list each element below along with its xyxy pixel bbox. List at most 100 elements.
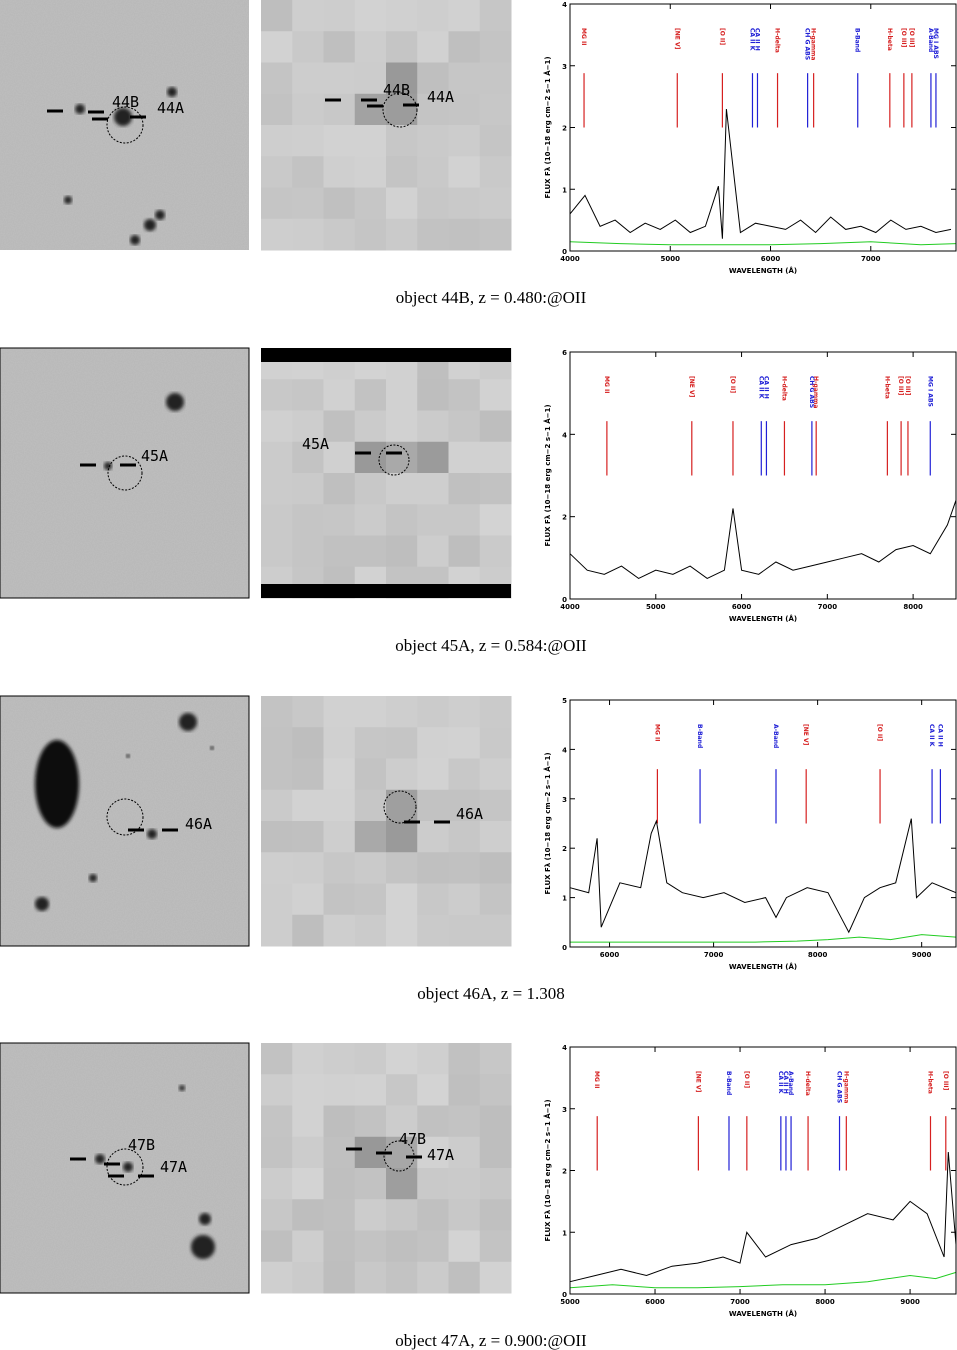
pixel bbox=[323, 218, 356, 251]
x-tick-label: 7000 bbox=[818, 603, 838, 611]
pixel bbox=[323, 696, 356, 728]
object-label: 44A bbox=[427, 88, 454, 106]
pixel bbox=[354, 727, 387, 759]
y-tick-label: 6 bbox=[562, 349, 567, 357]
pixel bbox=[417, 410, 449, 443]
caption: object 47A, z = 0.900:@OII bbox=[395, 1331, 587, 1350]
pixel bbox=[386, 727, 418, 759]
pixel bbox=[354, 535, 387, 568]
source bbox=[126, 754, 130, 758]
y-tick-label: 0 bbox=[562, 944, 567, 952]
pixel bbox=[417, 187, 449, 220]
pixel bbox=[354, 1168, 387, 1200]
y-tick-label: 3 bbox=[562, 796, 567, 804]
pixel bbox=[386, 914, 418, 947]
plot-frame bbox=[569, 1046, 957, 1295]
pixel bbox=[323, 1105, 356, 1138]
x-tick-label: 7000 bbox=[704, 951, 724, 959]
pixel bbox=[292, 821, 324, 853]
pixel bbox=[261, 93, 293, 126]
pixel bbox=[354, 31, 387, 63]
x-axis-label: WAVELENGTH (Å) bbox=[729, 962, 797, 971]
spectrum-line bbox=[569, 1271, 957, 1289]
spectral-line-label: B-Band bbox=[854, 28, 861, 52]
pixel bbox=[354, 218, 387, 251]
spectral-line-label: B-Band bbox=[725, 1071, 732, 1095]
pixel bbox=[386, 1105, 418, 1138]
pixel bbox=[354, 758, 387, 791]
pixel bbox=[354, 821, 387, 853]
pixel bbox=[261, 218, 293, 251]
pixel bbox=[261, 156, 293, 188]
pixel bbox=[323, 31, 356, 63]
y-tick-label: 1 bbox=[562, 186, 567, 194]
x-axis-label: WAVELENGTH (Å) bbox=[729, 266, 797, 275]
plot-frame bbox=[569, 699, 957, 948]
object-label: 46A bbox=[456, 805, 483, 823]
x-tick-label: 6000 bbox=[761, 255, 781, 263]
pixel bbox=[261, 1168, 293, 1200]
x-tick-label: 8000 bbox=[903, 603, 923, 611]
pixel bbox=[417, 821, 449, 853]
pixel bbox=[323, 1199, 356, 1231]
plot-frame bbox=[569, 3, 957, 252]
pixel bbox=[479, 218, 512, 251]
spectral-line-label: [O II] bbox=[743, 1071, 750, 1088]
pixel bbox=[479, 125, 512, 157]
spectral-line-label: CA II H bbox=[753, 28, 760, 51]
pixel bbox=[448, 441, 481, 474]
y-axis-label: FLUX Fλ (10−18 erg cm−2 s−1 Å−1) bbox=[543, 1099, 552, 1241]
pixel bbox=[479, 1074, 512, 1106]
pixel bbox=[261, 410, 293, 443]
object-label: 47A bbox=[160, 1158, 187, 1176]
pixel bbox=[479, 441, 512, 474]
image-stamp: 44B 44A bbox=[261, 0, 512, 251]
pixel bbox=[448, 696, 481, 728]
pixel bbox=[448, 0, 481, 32]
pixel bbox=[448, 62, 481, 95]
spectrum-chart: 5000 6000 7000 8000 9000 0 1 2 3 4 WAVELENGTH (Å) F… bbox=[543, 1044, 957, 1318]
pixel bbox=[261, 1261, 293, 1294]
pixel bbox=[448, 914, 481, 947]
y-tick-label: 4 bbox=[562, 1, 567, 9]
spectrum-line bbox=[569, 108, 952, 239]
caption: object 46A, z = 1.308 bbox=[417, 984, 564, 1003]
pixel bbox=[448, 379, 481, 411]
pixel bbox=[323, 1074, 356, 1106]
y-tick-label: 4 bbox=[562, 431, 567, 439]
spectral-line-label: [O III] bbox=[900, 28, 907, 48]
pixel bbox=[479, 727, 512, 759]
pixel bbox=[479, 1136, 512, 1169]
pixel bbox=[479, 0, 512, 32]
spectral-line-label: CA II K bbox=[748, 28, 755, 51]
pixel bbox=[479, 1168, 512, 1200]
pixel bbox=[323, 535, 356, 568]
source bbox=[147, 829, 157, 839]
spectral-line-label: A-Band bbox=[787, 1071, 794, 1095]
galaxy bbox=[35, 740, 79, 828]
pixel bbox=[479, 821, 512, 853]
source bbox=[191, 1235, 215, 1259]
x-axis-label: WAVELENGTH (Å) bbox=[729, 614, 797, 623]
pixel bbox=[323, 1230, 356, 1263]
pixel bbox=[448, 535, 481, 568]
pixel bbox=[292, 93, 324, 126]
pixel bbox=[261, 789, 293, 822]
pixel bbox=[479, 31, 512, 63]
pixel bbox=[354, 789, 387, 822]
pixel bbox=[323, 379, 356, 411]
caption: object 44B, z = 0.480:@OII bbox=[396, 288, 587, 307]
y-tick-label: 2 bbox=[562, 1168, 567, 1176]
pixel bbox=[292, 1043, 324, 1075]
pixel bbox=[479, 504, 512, 536]
spectral-line-label: [O III] bbox=[897, 376, 904, 396]
pixel bbox=[292, 914, 324, 947]
spectral-line-label: CH G ABS bbox=[836, 1071, 843, 1103]
pixel bbox=[417, 1136, 449, 1169]
pixel bbox=[479, 1261, 512, 1294]
pixel bbox=[417, 914, 449, 947]
pixel bbox=[386, 758, 418, 791]
spectral-line-label: H-gamma bbox=[812, 376, 819, 408]
pixel bbox=[261, 1074, 293, 1106]
